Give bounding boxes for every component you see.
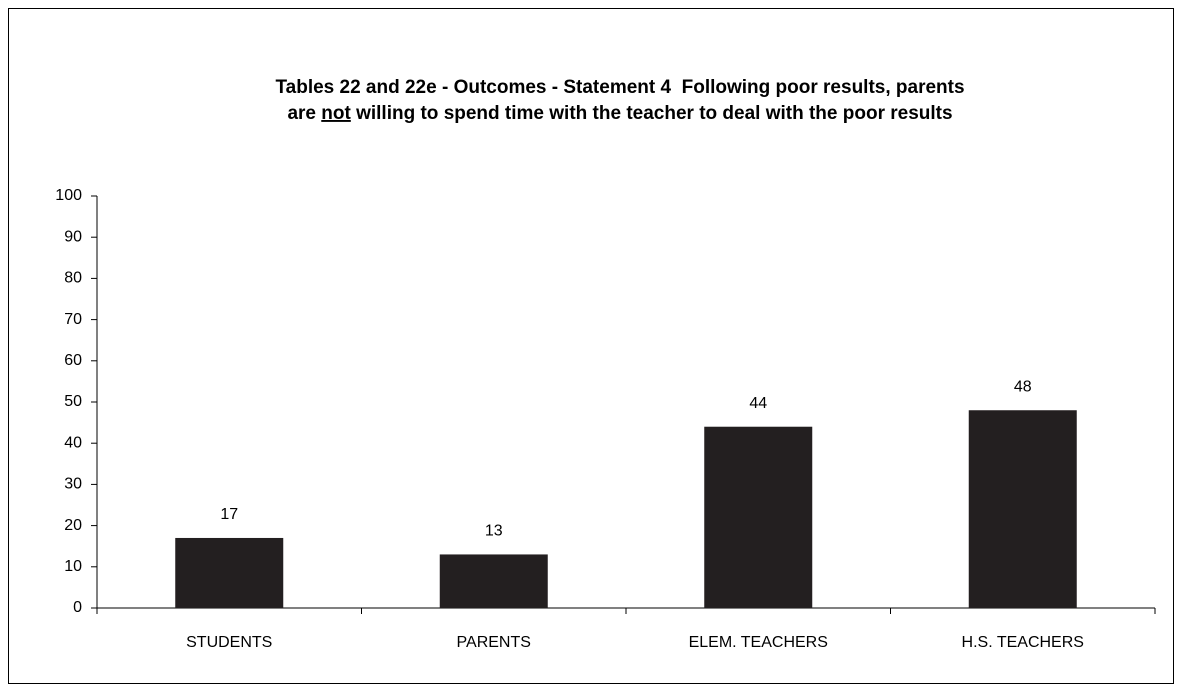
x-tick-label: H.S. TEACHERS [962, 634, 1084, 651]
chart-frame [8, 8, 1174, 684]
y-tick-label: 70 [64, 311, 82, 328]
bar [439, 554, 548, 608]
value-label: 44 [749, 395, 767, 412]
y-tick-label: 100 [55, 187, 82, 204]
title-part: are [287, 103, 316, 124]
bar [968, 410, 1077, 608]
y-tick-label: 10 [64, 558, 82, 575]
y-tick-label: 60 [64, 352, 82, 369]
y-tick-label: 0 [73, 599, 82, 616]
x-tick-label: PARENTS [457, 634, 531, 651]
value-label: 13 [485, 523, 503, 540]
bar [704, 426, 813, 608]
x-tick-label: STUDENTS [186, 634, 272, 651]
y-tick-label: 40 [64, 434, 82, 451]
y-tick-label: 50 [64, 393, 82, 410]
value-label: 17 [220, 506, 238, 523]
x-tick-label: ELEM. TEACHERS [689, 634, 828, 651]
y-tick-label: 30 [64, 476, 82, 493]
title-emphasis: not [321, 103, 351, 124]
title-part: willing to spend time with the teacher t… [355, 103, 952, 124]
value-label: 48 [1014, 378, 1032, 395]
y-tick-label: 20 [64, 517, 82, 534]
y-tick-label: 90 [64, 228, 82, 245]
y-tick-label: 80 [64, 270, 82, 287]
bar [175, 537, 284, 608]
chart-title: Tables 22 and 22e - Outcomes - Statement… [275, 77, 964, 98]
chart-title: are not willing to spend time with the t… [287, 103, 952, 124]
